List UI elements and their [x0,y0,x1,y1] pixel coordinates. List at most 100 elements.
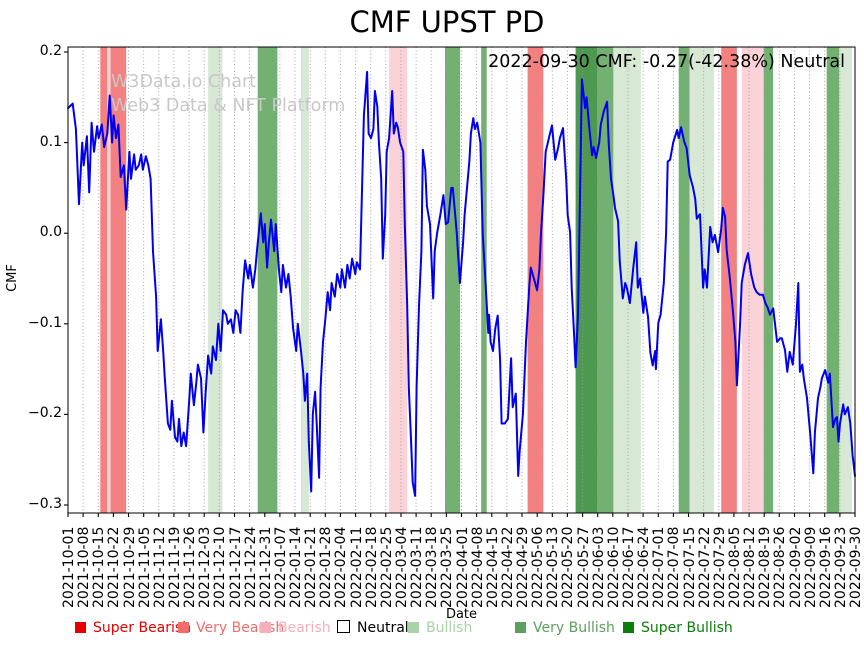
x-tick-label: 2021-10-01 [61,526,77,608]
signal-band-bullish [208,47,223,513]
x-tick-label: 2021-11-05 [136,526,153,608]
x-tick-label: 2022-07-29 [711,526,728,608]
x-tick-label: 2022-05-20 [560,526,577,608]
x-axis-title: Date [445,607,478,622]
x-tick-label: 2022-06-10 [605,526,622,608]
legend-item-super-bearish: Super Bearish [75,620,191,636]
x-tick-label: 2022-08-26 [772,526,789,608]
x-tick-label: 2022-04-15 [484,526,501,608]
x-tick-label: 2022-03-18 [424,526,441,608]
x-tick-label: 2021-10-15 [91,526,108,608]
signal-band-very_bullish [763,47,774,513]
x-tick-label: 2022-05-13 [545,526,562,608]
watermark-line-1: W3Data.io Chart [111,72,257,92]
y-tick-label: −0.1 [28,315,62,331]
signal-band-bearish [107,47,111,513]
x-tick-label: 2022-09-02 [787,526,804,608]
y-tick-label: −0.3 [28,496,62,512]
signal-band-very_bullish [257,47,278,513]
x-tick-label: 2022-05-27 [575,526,592,608]
y-tick-label: 0.1 [39,134,62,150]
signal-band-very_bearish [110,47,127,513]
x-tick-label: 2022-04-01 [454,526,471,608]
x-tick-label: 2022-01-07 [272,526,289,608]
x-tick-label: 2022-09-23 [832,526,849,608]
x-tick-label: 2021-12-03 [197,526,214,608]
x-tick-label: 2022-07-15 [681,526,698,608]
x-tick-label: 2021-10-08 [76,526,93,608]
cmf-line [67,70,856,497]
legend-label: Very Bullish [533,620,615,636]
legend-swatch-icon [178,622,189,633]
signal-band-very_bullish [481,47,487,513]
x-tick-label: 2022-06-24 [636,526,653,608]
legend-label: Super Bullish [641,620,733,636]
x-tick-label: 2022-09-09 [802,526,819,608]
x-tick-label: 2022-07-01 [651,526,668,608]
x-tick-label: 2022-09-16 [817,526,834,608]
legend-swatch-icon [515,622,526,633]
legend-label: Bullish [426,620,473,636]
x-tick-label: 2022-04-08 [469,526,486,608]
y-tick-label: 0.2 [39,43,62,59]
x-tick-label: 2021-11-26 [182,526,199,608]
x-tick-label: 2021-10-29 [121,526,138,608]
legend-item-bullish: Bullish [408,620,472,636]
x-tick-label: 2021-11-19 [166,526,183,608]
x-tick-label: 2022-01-14 [288,526,304,608]
x-tick-label: 2021-12-24 [242,526,259,608]
x-tick-label: 2022-01-28 [318,526,335,608]
legend-label: Bearish [278,620,331,636]
x-tick-label: 2022-05-06 [530,526,547,608]
chart-title: CMF UPST PD [349,5,545,39]
x-tick-label: 2021-12-17 [227,526,244,608]
x-tick-label: 2022-06-17 [621,526,637,608]
x-tick-label: 2022-07-08 [666,526,683,608]
watermark-line-2: Web3 Data & NFT Platform [111,96,346,116]
signal-band-very_bullish [678,47,690,513]
legend-swatch-icon [623,622,634,633]
x-tick-label: 2022-04-22 [499,526,516,608]
legend-swatch-icon [75,622,86,633]
signal-band-very_bullish [826,47,840,513]
latest-value-annotation: 2022-09-30 CMF: -0.27(-42.38%) Neutral [488,52,845,72]
signal-band-bearish [389,47,408,513]
x-tick-label: 2022-01-21 [303,526,320,608]
x-tick-label: 2021-10-22 [106,526,123,608]
legend-item-neutral: Neutral [337,620,409,636]
y-tick-label: −0.2 [28,405,62,421]
legend-label: Neutral [357,620,409,636]
legend-label: Super Bearish [93,620,192,636]
x-tick-label: 2022-08-05 [726,526,743,608]
x-tick-label: 2022-06-03 [590,526,607,608]
legend-item-super-bullish: Super Bullish [623,620,733,636]
legend-swatch-icon [260,622,271,633]
x-tick-label: 2021-12-10 [212,526,229,608]
legend-item-very-bullish: Very Bullish [515,620,615,636]
legend-swatch-icon [408,622,419,633]
x-tick-label: 2022-07-22 [696,526,713,608]
signal-band-bullish [613,47,641,513]
signal-band-bullish [839,47,852,513]
y-tick-label: 0.0 [39,224,62,240]
signal-band-very_bullish [597,47,614,513]
x-tick-label: 2022-08-12 [742,526,759,608]
x-tick-label: 2022-02-25 [378,526,395,608]
y-axis-title: CMF [5,264,20,292]
signal-band-very_bullish [445,47,460,513]
x-tick-label: 2021-12-31 [257,526,274,608]
x-tick-label: 2022-09-30 [848,526,864,608]
legend-swatch-icon [337,620,350,633]
x-tick-label: 2022-03-04 [394,526,410,608]
legend-item-bearish: Bearish [260,620,331,636]
signal-band-bullish [301,47,309,513]
x-tick-label: 2021-11-12 [151,526,168,608]
x-tick-label: 2022-03-11 [409,526,426,608]
signal-band-very_bearish [100,47,108,513]
x-tick-label: 2022-02-04 [333,526,350,608]
x-tick-label: 2022-02-18 [363,526,380,608]
x-tick-label: 2022-04-29 [515,526,531,608]
x-tick-label: 2022-02-11 [348,526,365,608]
